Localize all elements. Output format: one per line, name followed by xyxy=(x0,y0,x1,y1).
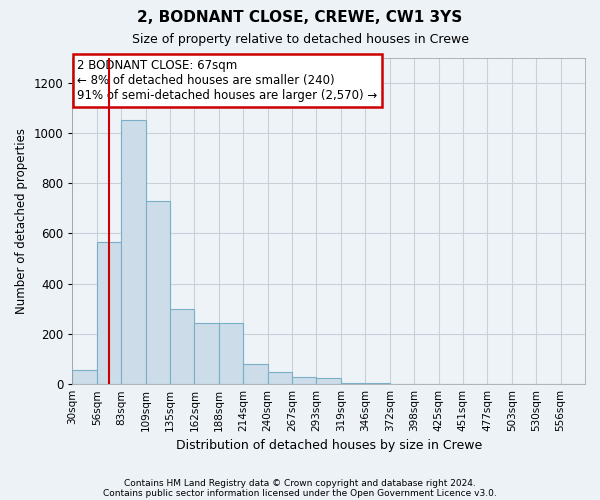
Bar xyxy=(365,383,389,384)
Bar xyxy=(121,120,146,384)
Y-axis label: Number of detached properties: Number of detached properties xyxy=(15,128,28,314)
Text: Contains HM Land Registry data © Crown copyright and database right 2024.: Contains HM Land Registry data © Crown c… xyxy=(124,478,476,488)
Bar xyxy=(146,200,170,384)
Text: 2, BODNANT CLOSE, CREWE, CW1 3YS: 2, BODNANT CLOSE, CREWE, CW1 3YS xyxy=(137,10,463,25)
Bar xyxy=(97,242,121,384)
Bar xyxy=(292,376,316,384)
Bar xyxy=(243,364,268,384)
Text: Contains public sector information licensed under the Open Government Licence v3: Contains public sector information licen… xyxy=(103,488,497,498)
Bar xyxy=(268,372,292,384)
Bar xyxy=(219,322,243,384)
Bar xyxy=(341,383,365,384)
Text: Size of property relative to detached houses in Crewe: Size of property relative to detached ho… xyxy=(131,32,469,46)
X-axis label: Distribution of detached houses by size in Crewe: Distribution of detached houses by size … xyxy=(176,440,482,452)
Bar xyxy=(194,322,219,384)
Bar xyxy=(316,378,341,384)
Bar xyxy=(73,370,97,384)
Bar xyxy=(170,309,194,384)
Text: 2 BODNANT CLOSE: 67sqm
← 8% of detached houses are smaller (240)
91% of semi-det: 2 BODNANT CLOSE: 67sqm ← 8% of detached … xyxy=(77,59,378,102)
